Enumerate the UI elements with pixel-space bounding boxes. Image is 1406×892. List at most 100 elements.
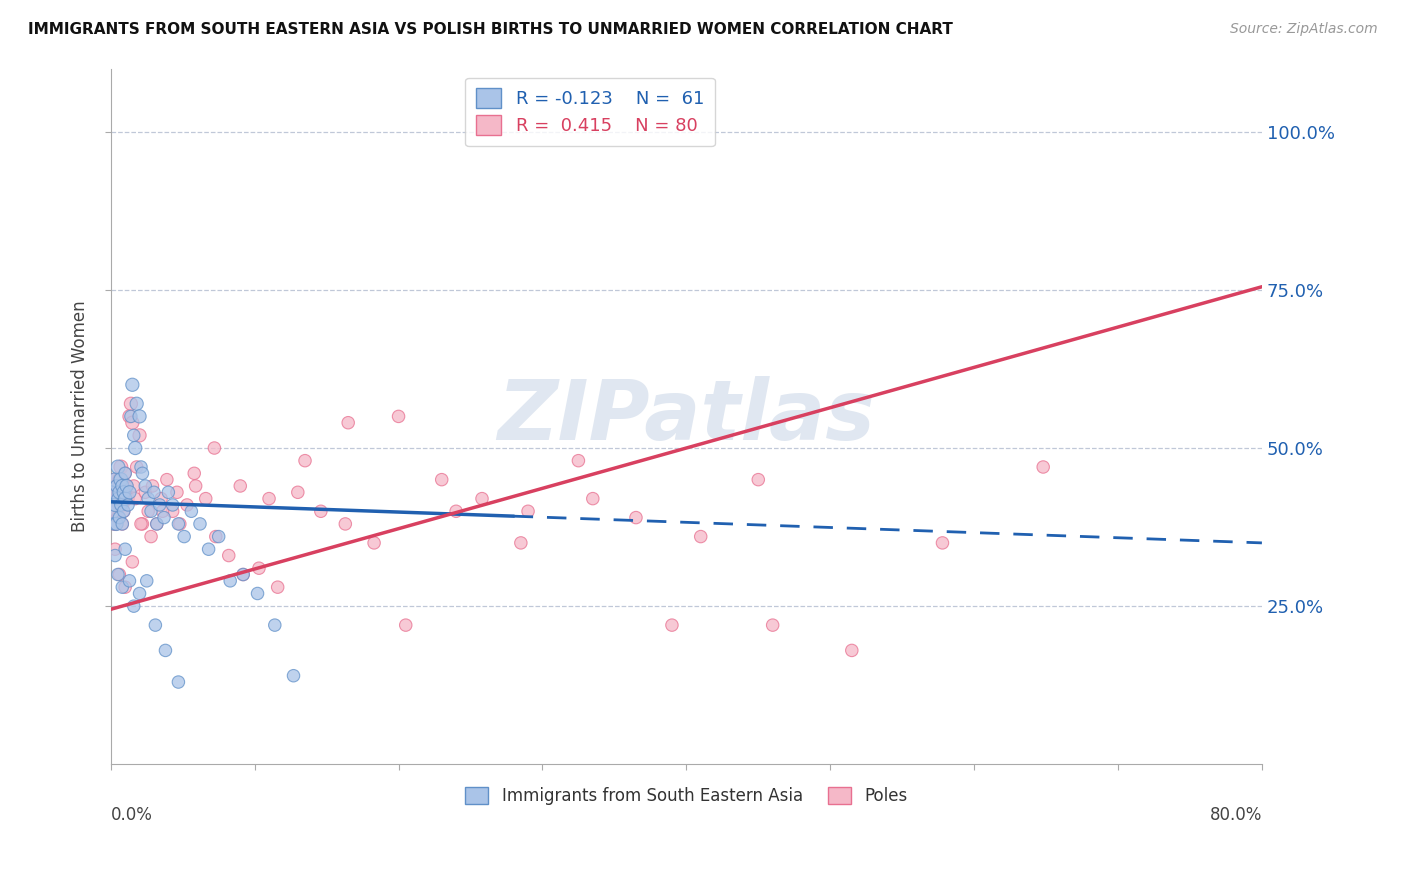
Point xyxy=(104,516,127,531)
Point xyxy=(114,580,136,594)
Point xyxy=(129,460,152,475)
Point xyxy=(166,485,188,500)
Point xyxy=(118,574,141,588)
Point xyxy=(114,467,136,481)
Point xyxy=(136,504,159,518)
Point xyxy=(104,473,127,487)
Point xyxy=(120,397,142,411)
Point xyxy=(118,409,141,424)
Point xyxy=(219,574,242,588)
Point xyxy=(112,479,135,493)
Point xyxy=(128,586,150,600)
Point xyxy=(395,618,418,632)
Point xyxy=(444,504,467,518)
Point xyxy=(335,516,357,531)
Point xyxy=(266,580,288,594)
Point xyxy=(101,485,124,500)
Point xyxy=(112,504,135,518)
Text: IMMIGRANTS FROM SOUTH EASTERN ASIA VS POLISH BIRTHS TO UNMARRIED WOMEN CORRELATI: IMMIGRANTS FROM SOUTH EASTERN ASIA VS PO… xyxy=(28,22,953,37)
Text: ZIPatlas: ZIPatlas xyxy=(498,376,876,457)
Point xyxy=(689,530,711,544)
Point xyxy=(107,510,129,524)
Point xyxy=(747,473,769,487)
Point xyxy=(120,409,142,424)
Point xyxy=(139,530,162,544)
Point xyxy=(122,428,145,442)
Point xyxy=(108,567,131,582)
Point xyxy=(112,485,135,500)
Point xyxy=(208,530,231,544)
Point xyxy=(111,516,134,531)
Point xyxy=(125,460,148,475)
Point xyxy=(173,530,195,544)
Point xyxy=(104,491,127,506)
Point xyxy=(117,491,139,506)
Point xyxy=(114,467,136,481)
Point xyxy=(101,504,124,518)
Point xyxy=(128,409,150,424)
Point xyxy=(103,485,125,500)
Point xyxy=(337,416,360,430)
Point xyxy=(155,643,177,657)
Point xyxy=(152,504,174,518)
Point xyxy=(156,473,179,487)
Point xyxy=(107,567,129,582)
Text: 0.0%: 0.0% xyxy=(111,806,153,824)
Point xyxy=(387,409,409,424)
Point xyxy=(124,441,146,455)
Point xyxy=(149,498,172,512)
Legend: Immigrants from South Eastern Asia, Poles: Immigrants from South Eastern Asia, Pole… xyxy=(458,780,914,812)
Point xyxy=(111,479,134,493)
Point xyxy=(509,536,531,550)
Point xyxy=(145,618,167,632)
Point xyxy=(287,485,309,500)
Point xyxy=(162,504,184,518)
Point xyxy=(107,491,129,506)
Point xyxy=(114,542,136,557)
Point xyxy=(131,467,153,481)
Point xyxy=(108,485,131,500)
Text: 80.0%: 80.0% xyxy=(1209,806,1263,824)
Point xyxy=(167,516,190,531)
Point xyxy=(121,555,143,569)
Point xyxy=(169,516,191,531)
Point xyxy=(129,516,152,531)
Point xyxy=(108,498,131,512)
Text: Source: ZipAtlas.com: Source: ZipAtlas.com xyxy=(1230,22,1378,37)
Point xyxy=(107,485,129,500)
Point xyxy=(232,567,254,582)
Point xyxy=(118,485,141,500)
Point xyxy=(146,516,169,531)
Point xyxy=(105,479,128,493)
Point xyxy=(202,441,225,455)
Y-axis label: Births to Unmarried Women: Births to Unmarried Women xyxy=(72,301,89,533)
Point xyxy=(153,510,176,524)
Point xyxy=(115,479,138,493)
Point xyxy=(430,473,453,487)
Point xyxy=(661,618,683,632)
Point xyxy=(117,498,139,512)
Point xyxy=(114,491,136,506)
Point xyxy=(110,498,132,512)
Point xyxy=(188,516,211,531)
Point xyxy=(167,675,190,690)
Point xyxy=(309,504,332,518)
Point xyxy=(363,536,385,550)
Point xyxy=(146,516,169,531)
Point xyxy=(567,453,589,467)
Point xyxy=(125,397,148,411)
Point xyxy=(183,467,205,481)
Point xyxy=(142,485,165,500)
Point xyxy=(218,549,240,563)
Point xyxy=(121,416,143,430)
Point xyxy=(112,504,135,518)
Point xyxy=(122,479,145,493)
Point xyxy=(139,504,162,518)
Point xyxy=(111,580,134,594)
Point xyxy=(110,473,132,487)
Point xyxy=(624,510,647,524)
Point xyxy=(841,643,863,657)
Point xyxy=(135,574,157,588)
Point xyxy=(121,377,143,392)
Point xyxy=(105,516,128,531)
